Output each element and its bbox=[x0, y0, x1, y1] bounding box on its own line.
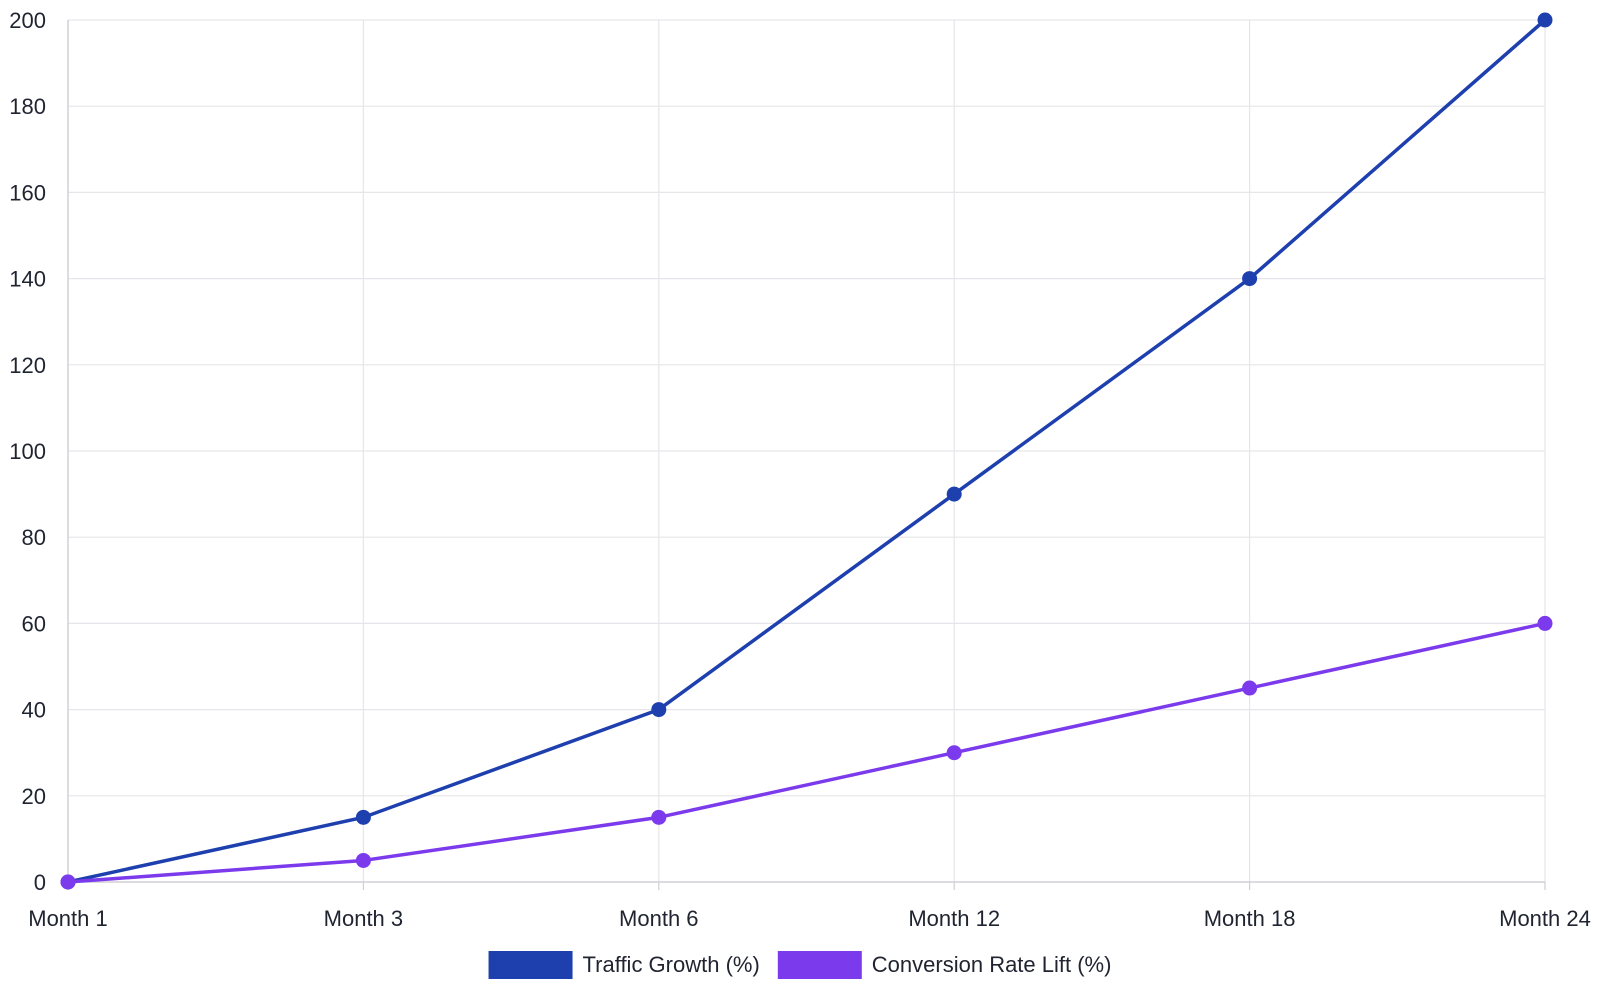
x-tick-label: Month 18 bbox=[1204, 906, 1296, 931]
x-tick-label: Month 24 bbox=[1499, 906, 1591, 931]
series-2-point[interactable] bbox=[60, 874, 76, 890]
y-tick-label: 200 bbox=[9, 8, 46, 33]
series-1-point[interactable] bbox=[651, 702, 667, 718]
y-tick-label: 180 bbox=[9, 94, 46, 119]
y-tick-label: 100 bbox=[9, 439, 46, 464]
x-tick-label: Month 1 bbox=[28, 906, 108, 931]
axes bbox=[67, 20, 1546, 890]
y-tick-label: 20 bbox=[22, 784, 46, 809]
legend-label: Conversion Rate Lift (%) bbox=[872, 952, 1112, 977]
series-2-point[interactable] bbox=[651, 809, 667, 825]
series-1-point[interactable] bbox=[946, 486, 962, 502]
series-1-point[interactable] bbox=[1537, 12, 1553, 28]
tick-labels: 0 20 40 60 80 100 120 140 160 180 200 Month 1 Month … bbox=[9, 8, 1591, 931]
series-2-point[interactable] bbox=[1242, 680, 1258, 696]
legend-label: Traffic Growth (%) bbox=[583, 952, 760, 977]
y-tick-label: 140 bbox=[9, 267, 46, 292]
x-tick-label: Month 6 bbox=[619, 906, 699, 931]
y-tick-label: 160 bbox=[9, 180, 46, 205]
y-tick-label: 40 bbox=[22, 698, 46, 723]
series-2-point[interactable] bbox=[355, 852, 371, 868]
series-1-point[interactable] bbox=[1242, 271, 1258, 287]
legend-item[interactable]: Traffic Growth (%) bbox=[488, 951, 760, 979]
legend: Traffic Growth (%) Conversion Rate Lift (… bbox=[488, 951, 1112, 979]
series-line-2 bbox=[66, 621, 1547, 884]
legend-item[interactable]: Conversion Rate Lift (%) bbox=[777, 951, 1112, 979]
x-tick-label: Month 12 bbox=[908, 906, 1000, 931]
y-tick-label: 80 bbox=[22, 525, 46, 550]
grid bbox=[68, 19, 1546, 882]
x-tick-label: Month 3 bbox=[324, 906, 404, 931]
legend-swatch bbox=[488, 951, 573, 979]
y-tick-label: 60 bbox=[22, 611, 46, 636]
series-2-point[interactable] bbox=[1537, 615, 1553, 631]
series-2-point[interactable] bbox=[946, 745, 962, 761]
series-1-point[interactable] bbox=[355, 809, 371, 825]
series-line-1 bbox=[66, 18, 1547, 884]
series-layer bbox=[60, 12, 1553, 890]
y-tick-label: 0 bbox=[34, 870, 46, 895]
legend-swatch bbox=[777, 951, 862, 979]
y-tick-label: 120 bbox=[9, 353, 46, 378]
